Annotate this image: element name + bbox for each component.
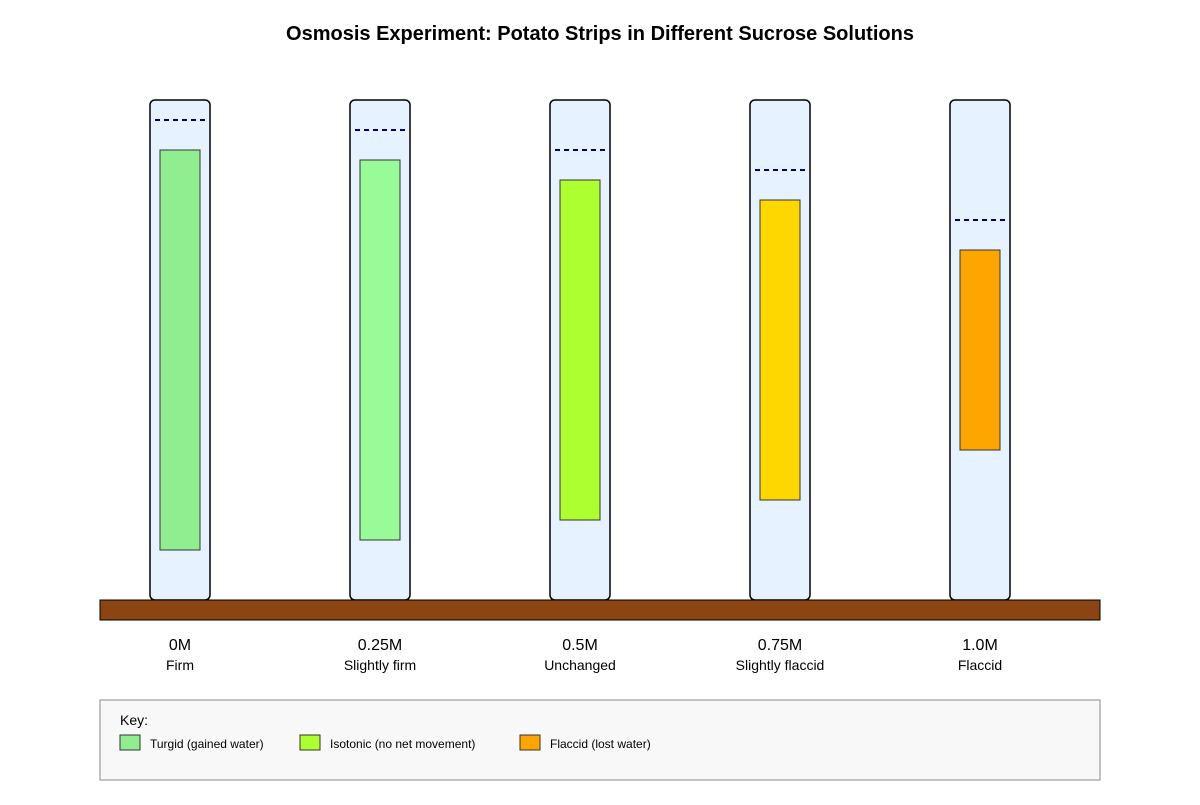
state-label: Unchanged: [544, 657, 616, 673]
bench: [99, 599, 1101, 621]
potato-strip: [359, 159, 401, 541]
state-label: Slightly firm: [344, 657, 416, 673]
concentration-label: 0.5M: [562, 637, 598, 654]
tube-0m: [149, 99, 211, 601]
concentration-label: 1.0M: [962, 637, 998, 654]
concentration-label: 0M: [169, 637, 191, 654]
legend-label-isotonic: Isotonic (no net movement): [330, 737, 475, 751]
legend-swatch-isotonic: [299, 734, 321, 751]
tube-05m: [549, 99, 611, 601]
potato-strip: [959, 249, 1001, 451]
tube-075m: [749, 99, 811, 601]
legend-label-turgid: Turgid (gained water): [150, 737, 264, 751]
state-label: Firm: [166, 657, 194, 673]
legend-title: Key:: [120, 712, 148, 728]
diagram-title: Osmosis Experiment: Potato Strips in Dif…: [286, 23, 914, 45]
tube-1m: [949, 99, 1011, 601]
legend-label-flaccid: Flaccid (lost water): [550, 737, 651, 751]
legend-swatch-turgid: [119, 734, 141, 751]
legend-swatch-flaccid: [519, 734, 541, 751]
concentration-label: 0.75M: [758, 637, 802, 654]
potato-strip: [559, 179, 601, 521]
potato-strip: [159, 149, 201, 551]
legend-box: Key: Turgid (gained water) Isotonic (no …: [99, 699, 1101, 781]
legend-background: [99, 699, 1101, 781]
tube-025m: [349, 99, 411, 601]
state-label: Flaccid: [958, 657, 1002, 673]
concentration-label: 0.25M: [358, 637, 402, 654]
potato-strip: [759, 199, 801, 501]
state-label: Slightly flaccid: [736, 657, 825, 673]
